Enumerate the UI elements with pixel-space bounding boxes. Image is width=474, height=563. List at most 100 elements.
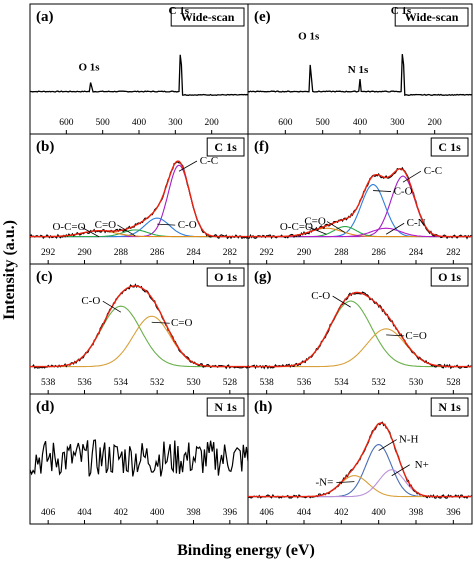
component-annotation: C=O (405, 330, 427, 342)
x-tick-label: 534 (334, 378, 349, 388)
panel-h: 406 404 402 400 398 396 (h) N 1s N-H -N= N+ (247, 393, 473, 525)
component-annotation: C-O (178, 219, 197, 231)
panel-c: 538 536 534 532 530 528 (c) O 1s C-O C=O (29, 263, 249, 395)
annotation-leader (102, 300, 122, 313)
component-annotation: N-H (399, 434, 419, 446)
x-tick-label: 400 (372, 508, 387, 518)
panel-label: (h) (254, 399, 272, 415)
fit-envelope (30, 160, 248, 238)
spectrum-line (247, 291, 473, 370)
x-tick-label: 530 (186, 378, 201, 388)
x-tick-label: 400 (353, 118, 368, 128)
annotation-leader (378, 439, 397, 451)
panel-label: (f) (254, 139, 269, 155)
component-annotation: O-C=O (280, 221, 313, 233)
panel-title-box (430, 267, 469, 287)
x-tick-label: 600 (59, 118, 74, 128)
x-tick-label: 406 (260, 508, 275, 518)
annotation-leader (373, 190, 392, 192)
x-tick-label: 538 (41, 378, 56, 388)
x-tick-label: 282 (223, 248, 238, 258)
x-tick-label: 200 (205, 118, 220, 128)
component-annotation: N+ (415, 459, 429, 471)
x-tick-label: 282 (446, 248, 461, 258)
spectrum-line (30, 54, 249, 96)
fit-component (30, 315, 248, 368)
panel-title-box (206, 397, 245, 417)
component-annotation: C-O (394, 186, 413, 198)
panel-label: (b) (36, 139, 54, 155)
x-axis-label: Binding energy (eV) (177, 542, 315, 559)
annotation-leader (80, 226, 100, 238)
panel-label: (e) (254, 9, 271, 25)
fit-component (248, 444, 472, 498)
peak-annotation: N 1s (348, 64, 369, 76)
fit-component (248, 328, 472, 368)
panel-frame (247, 393, 473, 525)
fit-component (30, 305, 248, 368)
y-axis-label: Intensity (a.u.) (1, 220, 18, 320)
annotation-leader (308, 226, 327, 235)
x-tick-label: 288 (114, 248, 129, 258)
component-annotation: -N= (315, 477, 333, 489)
x-tick-label: 536 (77, 378, 92, 388)
x-tick-label: 292 (260, 248, 275, 258)
panel-title-box (206, 267, 245, 287)
fit-envelope (30, 285, 248, 368)
panel-title: Wide-scan (181, 10, 235, 24)
annotation-leader (326, 221, 346, 233)
x-tick-label: 290 (77, 248, 92, 258)
annotation-leader (178, 160, 198, 172)
panel-title: C 1s (214, 140, 237, 154)
component-annotation: C-C (424, 165, 442, 177)
x-tick-label: 284 (186, 248, 201, 258)
x-tick-label: 538 (260, 378, 275, 388)
spectrum-line (247, 54, 473, 97)
annotation-leader (386, 334, 405, 337)
fit-component (248, 469, 472, 498)
x-tick-label: 200 (428, 118, 443, 128)
x-tick-label: 528 (223, 378, 238, 388)
annotation-leader (151, 321, 170, 324)
panel-title: O 1s (214, 270, 237, 284)
x-tick-label: 406 (41, 508, 56, 518)
x-tick-label: 398 (409, 508, 424, 518)
x-tick-label: 528 (446, 378, 461, 388)
component-annotation: C=O (304, 216, 326, 228)
x-tick-label: 400 (150, 508, 165, 518)
panel-b: 292 290 288 286 284 282 (b) C 1sC-C C-O C=O O-C=O (29, 133, 249, 265)
component-annotation: C-O (311, 290, 330, 302)
x-tick-label: 404 (77, 508, 92, 518)
x-tick-label: 500 (96, 118, 111, 128)
x-tick-label: 532 (150, 378, 165, 388)
panel-g: 538 536 534 532 530 528 (g) O 1s C-O C=O (247, 263, 473, 395)
x-tick-label: 402 (334, 508, 349, 518)
peak-annotation: O 1s (298, 30, 320, 42)
x-tick-label: 286 (150, 248, 165, 258)
peak-annotation: O 1s (78, 61, 100, 73)
panel-label: (d) (36, 399, 54, 415)
x-tick-label: 532 (372, 378, 387, 388)
panel-d: 406 404 402 400 398 396 (d) N 1s (29, 393, 249, 525)
fit-envelope (248, 168, 472, 238)
spectrum-line (29, 439, 249, 477)
x-tick-label: 404 (297, 508, 312, 518)
x-tick-label: 536 (297, 378, 312, 388)
panel-title: Wide-scan (405, 10, 459, 24)
annotation-leader (402, 170, 422, 183)
x-tick-label: 600 (278, 118, 293, 128)
panel-title: N 1s (214, 400, 237, 414)
x-tick-label: 284 (409, 248, 424, 258)
panel-label: (a) (36, 9, 54, 25)
panel-title-box (430, 137, 469, 157)
annotation-leader (117, 224, 136, 237)
panel-title: C 1s (438, 140, 461, 154)
annotation-leader (336, 481, 355, 484)
x-tick-label: 290 (297, 248, 312, 258)
panel-f: 292 290 288 286 284 282 (f) C 1s C-C C-O C=OO-C=O C… (247, 133, 473, 265)
x-tick-label: 500 (316, 118, 331, 128)
x-tick-label: 292 (41, 248, 56, 258)
fit-component (248, 300, 472, 368)
x-tick-label: 398 (186, 508, 201, 518)
